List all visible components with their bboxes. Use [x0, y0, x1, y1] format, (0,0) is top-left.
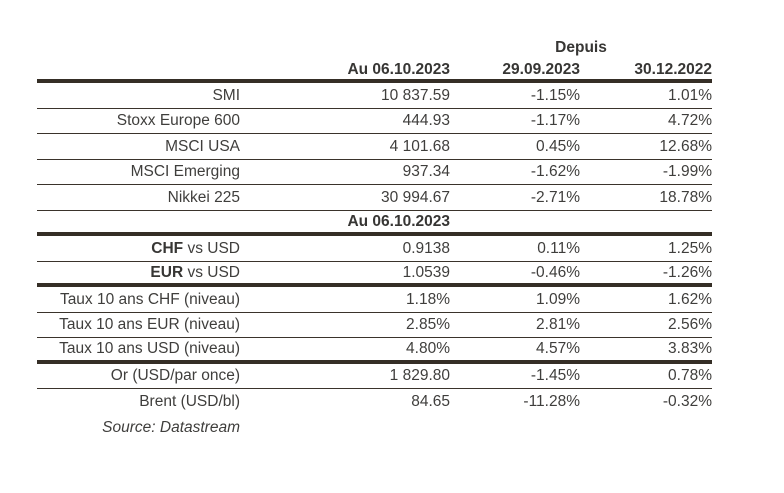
cell-since-week: -1.17% [530, 112, 580, 129]
cell-since-year: -1.26% [662, 263, 712, 281]
table-row-taux-10-ans-usd: Taux 10 ans USD (niveau) 4.80% 4.57% 3.8… [37, 338, 712, 364]
cell-since-year: 18.78% [659, 188, 712, 206]
cell-level: 30 994.67 [381, 188, 450, 206]
cell-since-year: 2.56% [668, 316, 712, 333]
table-row-msci-emerging: MSCI Emerging 937.34 -1.62% -1.99% [37, 160, 712, 185]
subheader-au-date: Au 06.10.2023 [347, 212, 450, 230]
cell-level: 2.85% [406, 316, 450, 333]
cell-since-week: -0.46% [530, 263, 580, 281]
cell-since-week: 0.11% [537, 239, 580, 257]
table-row-brent: Brent (USD/bl) 84.65 -11.28% -0.32% [37, 389, 712, 415]
row-label: Or (USD/par once) [110, 367, 240, 384]
cell-since-year: 3.83% [668, 340, 712, 357]
cell-level: 1 829.80 [389, 367, 450, 384]
cell-since-week: -2.71% [530, 188, 580, 206]
cell-since-week: -1.62% [530, 163, 580, 180]
cell-level: 4.80% [406, 340, 450, 357]
row-label: EUR vs USD [37, 263, 240, 281]
table-row-nikkei-225: Nikkei 225 30 994.67 -2.71% 18.78% [37, 185, 712, 211]
row-label: Taux 10 ans USD (niveau) [59, 340, 240, 357]
cell-level: 937.34 [402, 163, 450, 180]
cell-since-week: -1.15% [530, 86, 580, 104]
table-row-eur-vs-usd: EUR vs USD 1.0539 -0.46% -1.26% [37, 262, 712, 287]
currency-pair-suffix: vs USD [183, 263, 240, 281]
cell-since-week: 0.45% [536, 137, 580, 155]
row-label: Brent (USD/bl) [139, 393, 240, 410]
row-label: Taux 10 ans CHF (niveau) [59, 290, 240, 308]
table-row-msci-usa: MSCI USA 4 101.68 0.45% 12.68% [37, 134, 712, 160]
row-label: Taux 10 ans EUR (niveau) [59, 316, 240, 333]
row-label: SMI [212, 86, 240, 104]
row-label: MSCI Emerging [130, 163, 240, 180]
column-header-row: Au 06.10.2023 29.09.2023 30.12.2022 [37, 60, 712, 83]
cell-since-year: -1.99% [662, 163, 712, 180]
cell-since-week: 4.57% [536, 340, 580, 357]
table-row-taux-10-ans-eur: Taux 10 ans EUR (niveau) 2.85% 2.81% 2.5… [37, 313, 712, 338]
subheader-row: Au 06.10.2023 [37, 211, 712, 236]
cell-since-year: 12.68% [659, 137, 712, 155]
table-row-or: Or (USD/par once) 1 829.80 -1.45% 0.78% [37, 364, 712, 389]
table-row-stoxx-europe-600: Stoxx Europe 600 444.93 -1.17% 4.72% [37, 109, 712, 134]
row-label: CHF vs USD [37, 239, 240, 257]
market-data-table: Depuis Au 06.10.2023 29.09.2023 30.12.20… [37, 36, 712, 441]
col-header-since-year-start: 30.12.2022 [634, 60, 712, 78]
row-label: Nikkei 225 [167, 188, 240, 206]
col-header-since-prev-week: 29.09.2023 [502, 60, 580, 78]
source-note: Source: Datastream [102, 418, 240, 436]
cell-since-year: 1.25% [668, 239, 712, 257]
cell-since-week: 2.81% [536, 316, 580, 333]
cell-level: 10 837.59 [381, 86, 450, 104]
cell-since-year: 4.72% [668, 112, 712, 129]
cell-since-year: 1.62% [668, 290, 712, 308]
cell-level: 1.0539 [402, 263, 450, 281]
cell-level: 444.93 [402, 112, 450, 129]
cell-since-year: 0.78% [668, 367, 712, 384]
cell-since-year: -0.32% [662, 393, 712, 410]
currency-code: EUR [150, 263, 184, 281]
cell-level: 1.18% [406, 290, 450, 308]
col-header-au-date: Au 06.10.2023 [347, 60, 450, 78]
table-row-chf-vs-usd: CHF vs USD 0.9138 0.11% 1.25% [37, 236, 712, 262]
table-row-smi: SMI 10 837.59 -1.15% 1.01% [37, 83, 712, 109]
table-row-taux-10-ans-chf: Taux 10 ans CHF (niveau) 1.18% 1.09% 1.6… [37, 287, 712, 313]
cell-since-week: -1.45% [530, 367, 580, 384]
cell-level: 84.65 [411, 393, 450, 410]
source-row: Source: Datastream [37, 415, 712, 441]
row-label: Stoxx Europe 600 [116, 112, 240, 129]
currency-code: CHF [151, 239, 184, 257]
cell-since-year: 1.01% [668, 86, 712, 104]
cell-level: 4 101.68 [389, 137, 450, 155]
depuis-header-row: Depuis [37, 36, 712, 60]
row-label: MSCI USA [165, 137, 240, 155]
cell-since-week: 1.09% [536, 290, 580, 308]
depuis-header: Depuis [555, 39, 607, 57]
cell-since-week: -11.28% [523, 393, 580, 410]
currency-pair-suffix: vs USD [183, 239, 240, 257]
cell-level: 0.9138 [402, 239, 450, 257]
